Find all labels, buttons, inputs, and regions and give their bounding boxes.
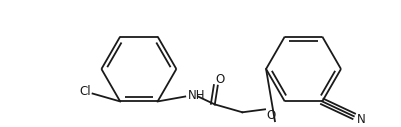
- Text: O: O: [215, 73, 224, 86]
- Text: N: N: [356, 113, 365, 126]
- Text: NH: NH: [188, 89, 205, 102]
- Text: O: O: [266, 109, 275, 122]
- Text: Cl: Cl: [80, 85, 91, 98]
